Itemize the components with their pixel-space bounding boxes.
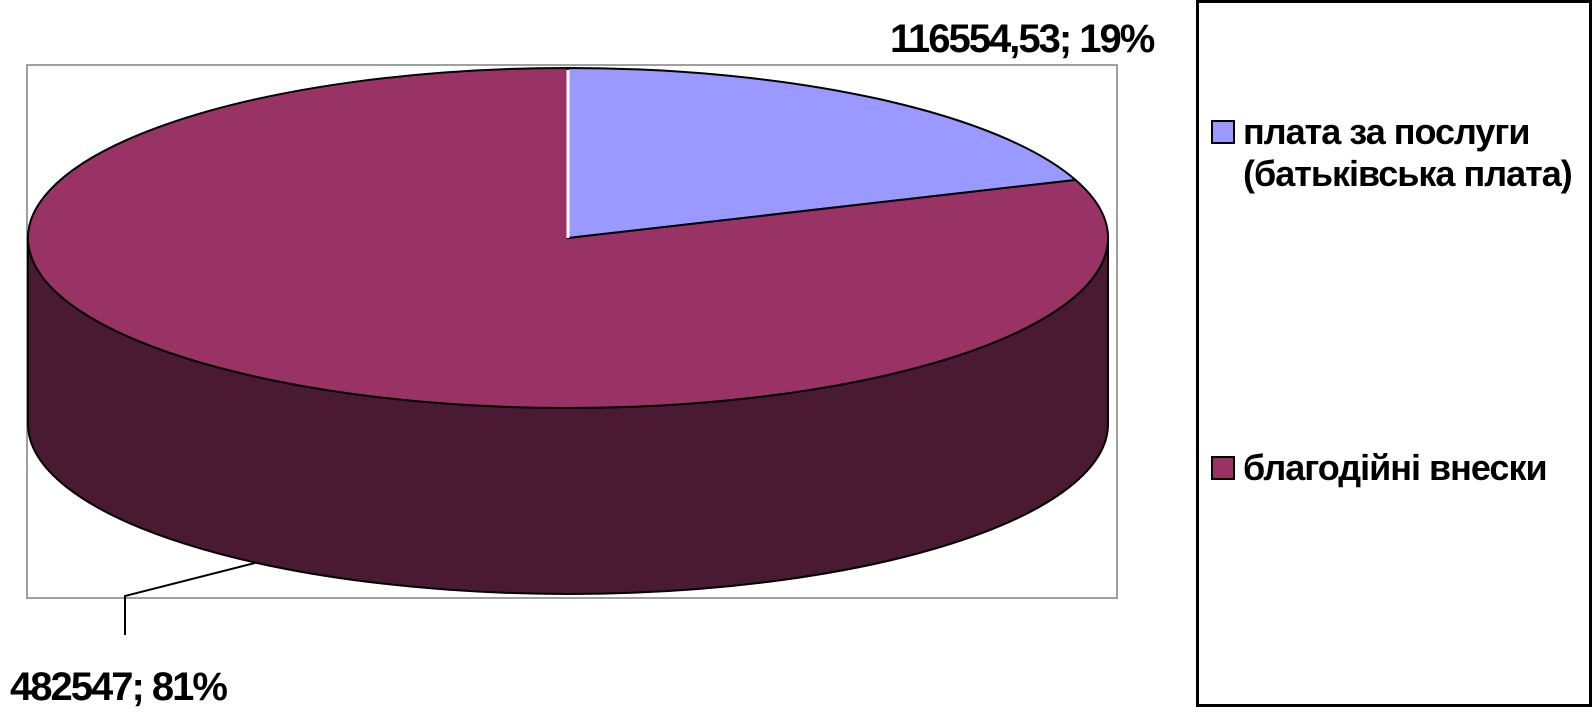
legend-label-0: плата за послуги (батьківська плата) bbox=[1243, 111, 1573, 194]
data-label-slice-0: 116554,53; 19% bbox=[890, 17, 1155, 61]
pie-group bbox=[27, 66, 1109, 595]
legend-label-1: благодійні внески bbox=[1243, 447, 1548, 488]
legend-swatch-1 bbox=[1211, 456, 1235, 480]
data-label-leader-line bbox=[124, 562, 256, 635]
pie-slice-0 bbox=[567, 66, 1078, 240]
legend: плата за послуги (батьківська плата) бла… bbox=[1196, 0, 1592, 707]
legend-swatch-0 bbox=[1211, 120, 1235, 144]
legend-item-1: благодійні внески bbox=[1211, 447, 1573, 489]
legend-item-0: плата за послуги (батьківська плата) bbox=[1211, 111, 1573, 195]
data-label-slice-1: 482547; 81% bbox=[10, 665, 227, 709]
